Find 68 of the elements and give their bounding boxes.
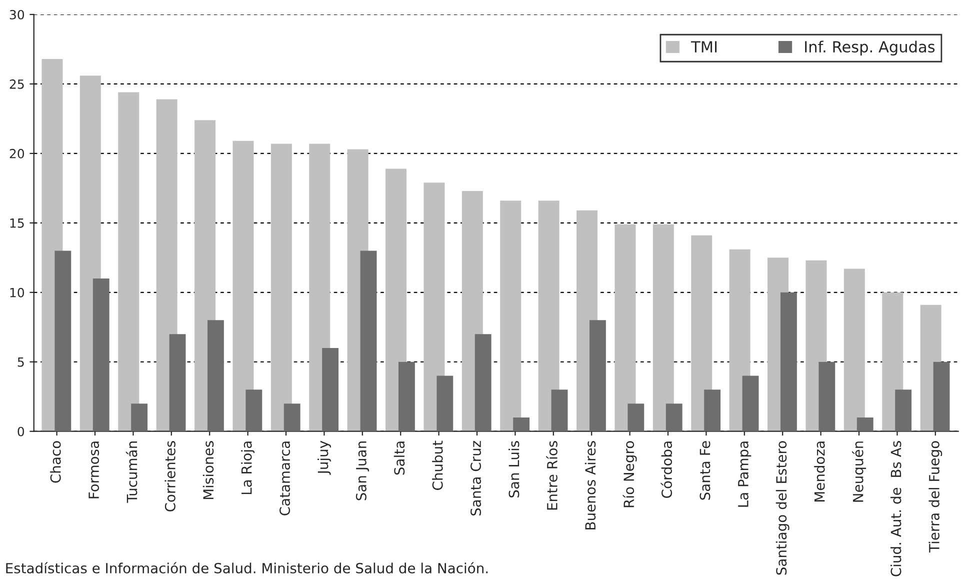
x-tick-label: La Pampa: [738, 442, 752, 507]
bar: [933, 362, 950, 432]
x-tick-label: Salta: [394, 442, 405, 475]
bar: [169, 334, 186, 432]
y-tick-label: 30: [10, 10, 24, 20]
bar: [538, 200, 560, 432]
x-tick-label: Entre Ríos: [546, 441, 558, 510]
x-tick-label: Santa Fe: [700, 441, 710, 500]
x-tick-label: Chaco: [50, 441, 61, 483]
bar: [500, 200, 522, 432]
bar: [232, 140, 254, 432]
bar: [844, 268, 865, 432]
x-tick-label: Mendoza: [814, 442, 825, 502]
x-tick-label: Neuquén: [852, 442, 866, 502]
bar: [131, 404, 148, 432]
x-tick-label: Santa Cruz: [470, 440, 482, 516]
bar: [92, 278, 110, 432]
x-tick-label: San Luis: [508, 441, 520, 498]
y-tick-label: 5: [18, 358, 24, 367]
x-tick-label: Santiago del Estero: [776, 441, 790, 575]
x-tick-label: Tierra del Fuego: [928, 441, 942, 553]
y-tick-label: 0: [18, 426, 24, 436]
y-tick-label: 20: [10, 148, 24, 158]
bar: [246, 390, 262, 432]
x-tick-label: Ciud. Aut. de Bs As: [890, 441, 902, 576]
legend-label: TMI: [690, 41, 717, 52]
bar: [284, 404, 300, 432]
bar: [54, 250, 72, 432]
bar: [691, 235, 712, 432]
bar: [628, 404, 644, 432]
x-tick-label: La Rioja: [241, 442, 255, 494]
bar: [666, 404, 682, 432]
x-tick-label: Corrientes: [164, 441, 176, 512]
bar: [856, 417, 874, 432]
bar: [424, 182, 445, 432]
bar: [652, 224, 674, 432]
bar: [398, 362, 415, 432]
bar: [551, 390, 568, 432]
bar: [614, 224, 636, 432]
x-tick-label: Buenos Aires: [584, 441, 596, 530]
x-tick-label: Río Negro: [622, 441, 637, 508]
bar: [780, 292, 797, 432]
bar: [513, 417, 530, 432]
legend-label: Inf. Resp. Agudas: [805, 40, 935, 56]
y-tick-label: 15: [10, 218, 24, 228]
bar: [742, 376, 759, 432]
text: Estadísticas e Información de Salud. Ministerio de Salud de la Nación.: [6, 562, 488, 574]
bar: [704, 390, 721, 432]
x-tick-label: Jujuy: [317, 440, 331, 475]
bar: [474, 334, 492, 432]
x-tick-label: Formosa: [88, 442, 100, 498]
bar: [590, 320, 606, 432]
x-tick-label: Tucumán: [126, 442, 138, 503]
x-tick-label: Chubut: [432, 440, 443, 490]
bar: [360, 250, 377, 432]
x-tick-label: Misiones: [202, 441, 214, 500]
x-tick-label: Catamarca: [280, 442, 290, 516]
x-tick-label: San Juan: [356, 442, 370, 500]
bar: [208, 320, 224, 432]
bar: [436, 376, 454, 432]
bar: [895, 390, 912, 432]
bar: [322, 348, 339, 432]
bar: [118, 92, 140, 432]
y-tick-label: 25: [10, 79, 24, 89]
bar: [818, 362, 836, 432]
y-tick-label: 10: [10, 288, 24, 298]
x-tick-label: Córdoba: [660, 442, 672, 498]
bar: [270, 144, 292, 432]
